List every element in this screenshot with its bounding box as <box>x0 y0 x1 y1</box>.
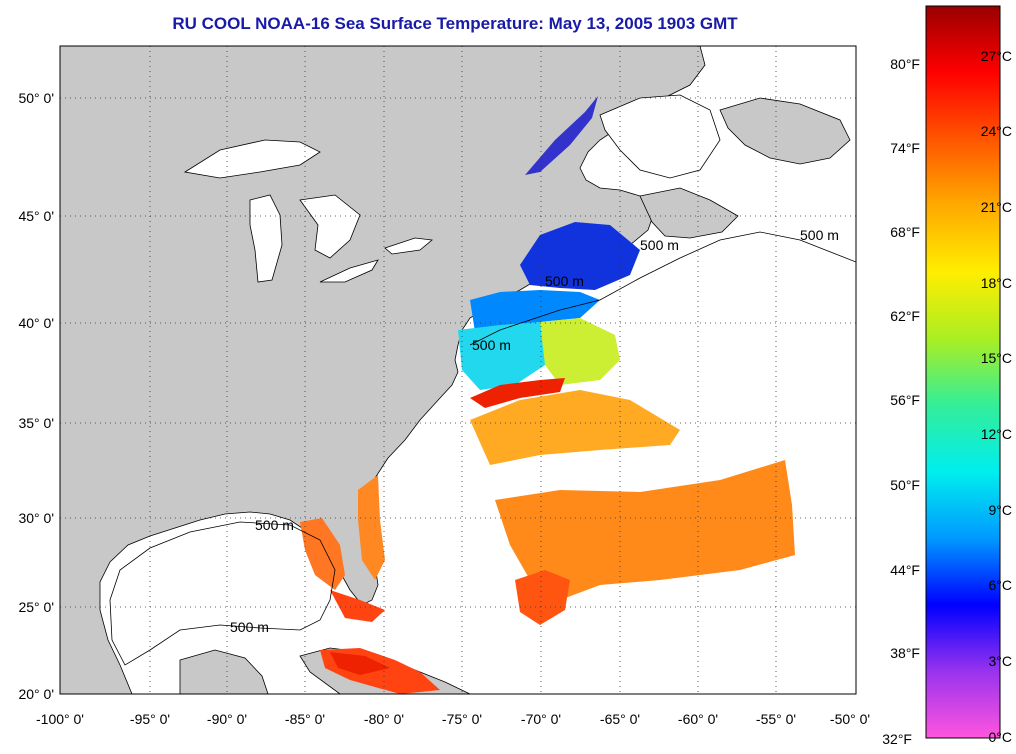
celsius-label: 27°C <box>981 48 1012 64</box>
contour-500m-gulf <box>109 521 336 666</box>
graticule <box>60 46 856 694</box>
lat-tick-label: 35° 0' <box>18 415 54 431</box>
fahrenheit-label: 68°F <box>890 224 920 240</box>
lon-tick-label: -60° 0' <box>678 711 718 727</box>
maritimes-land <box>639 187 739 239</box>
lon-tick-label: -80° 0' <box>364 711 404 727</box>
contour-label: 500 m <box>255 517 294 533</box>
lake-huron <box>299 194 361 259</box>
sst-slope <box>540 318 620 385</box>
map-area <box>60 46 856 694</box>
lat-axis: 20° 0' 25° 0' 30° 0' 35° 0' 40° 0' 45° 0… <box>18 90 54 702</box>
lake-ontario <box>384 237 433 255</box>
lat-tick-label: 30° 0' <box>18 510 54 526</box>
lon-tick-label: -65° 0' <box>600 711 640 727</box>
gulf-st-lawrence <box>599 94 721 179</box>
sst-cuba-north <box>330 652 390 675</box>
lon-tick-label: -70° 0' <box>521 711 561 727</box>
celsius-label: 6°C <box>989 577 1013 593</box>
north-america-land <box>60 46 706 694</box>
lake-michigan <box>249 194 283 283</box>
sst-st-lawrence <box>525 96 598 175</box>
sst-gulf-stream-edge <box>470 378 565 408</box>
map-title: RU COOL NOAA-16 Sea Surface Temperature:… <box>172 14 738 33</box>
sst-shelf-cool <box>458 322 560 390</box>
lake-superior <box>183 139 321 179</box>
contour-label: 500 m <box>230 619 269 635</box>
contour-label: 500 m <box>800 227 839 243</box>
celsius-label: 15°C <box>981 350 1012 366</box>
fahrenheit-label: 44°F <box>890 562 920 578</box>
lon-tick-label: -75° 0' <box>442 711 482 727</box>
sst-south-atlantic-bight <box>470 390 680 465</box>
celsius-label: 3°C <box>989 653 1013 669</box>
lon-tick-label: -95° 0' <box>130 711 170 727</box>
contour-label: 500 m <box>545 273 584 289</box>
fahrenheit-label: 80°F <box>890 56 920 72</box>
fahrenheit-label: 38°F <box>890 645 920 661</box>
sst-sargasso <box>495 460 795 600</box>
contour-label: 500 m <box>640 237 679 253</box>
sst-gulf-of-maine <box>520 222 640 290</box>
map-frame <box>59 45 857 695</box>
fahrenheit-label: 50°F <box>890 477 920 493</box>
fahrenheit-label: 32°F <box>882 731 912 747</box>
celsius-scale: 27°C 24°C 21°C 18°C 15°C 12°C 9°C 6°C 3°… <box>981 48 1012 745</box>
celsius-label: 24°C <box>981 123 1012 139</box>
lat-tick-label: 45° 0' <box>18 208 54 224</box>
lon-tick-label: -100° 0' <box>36 711 84 727</box>
sst-shelf-cold <box>470 290 600 332</box>
celsius-label: 9°C <box>989 502 1013 518</box>
yucatan-land <box>179 649 269 694</box>
fahrenheit-label: 74°F <box>890 140 920 156</box>
celsius-label: 0°C <box>989 729 1013 745</box>
celsius-label: 18°C <box>981 275 1012 291</box>
sst-florida-keys <box>330 590 385 622</box>
lon-tick-label: -90° 0' <box>207 711 247 727</box>
lon-tick-label: -50° 0' <box>830 711 870 727</box>
celsius-label: 21°C <box>981 199 1012 215</box>
lake-erie <box>319 259 379 283</box>
newfoundland-land <box>719 97 851 165</box>
sst-florida-east <box>358 475 385 580</box>
fahrenheit-label: 62°F <box>890 308 920 324</box>
celsius-label: 12°C <box>981 426 1012 442</box>
lat-tick-label: 50° 0' <box>18 90 54 106</box>
lon-tick-label: -55° 0' <box>756 711 796 727</box>
colorbar-gradient <box>925 5 1001 739</box>
lat-tick-label: 40° 0' <box>18 315 54 331</box>
fahrenheit-scale: 80°F 74°F 68°F 62°F 56°F 50°F 44°F 38°F … <box>882 56 920 747</box>
fahrenheit-label: 56°F <box>890 392 920 408</box>
lat-tick-label: 20° 0' <box>18 686 54 702</box>
sst-south-patch <box>515 570 570 625</box>
contour-label: 500 m <box>472 337 511 353</box>
lat-tick-label: 25° 0' <box>18 599 54 615</box>
lon-axis: -100° 0' -95° 0' -90° 0' -85° 0' -80° 0'… <box>36 711 870 727</box>
lon-tick-label: -85° 0' <box>285 711 325 727</box>
